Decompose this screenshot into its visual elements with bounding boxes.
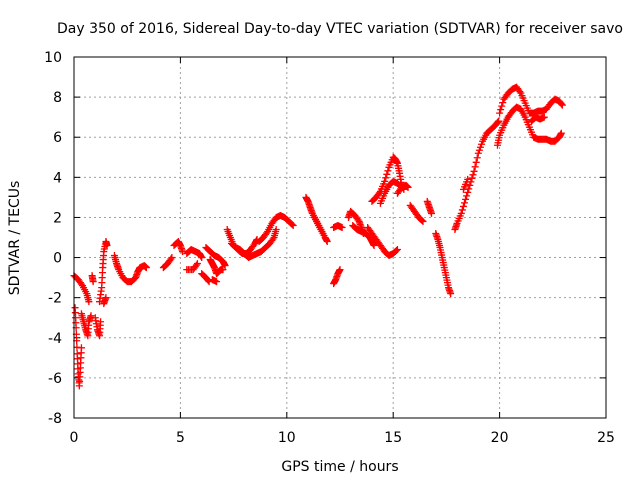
data-point <box>460 199 468 207</box>
data-point <box>288 220 296 228</box>
data-point <box>289 221 297 229</box>
axes: 0 5 10 15 20 25 -8 -6 -4 -2 0 2 4 6 8 10 <box>44 50 615 446</box>
data-point <box>462 195 470 203</box>
data-point <box>468 174 476 182</box>
data-point <box>87 312 95 320</box>
data-point <box>558 100 566 108</box>
data-point <box>447 290 455 298</box>
data-point <box>198 254 206 262</box>
data-point <box>97 318 105 326</box>
data-point <box>475 146 483 154</box>
data-point <box>85 298 93 306</box>
y-tick-label: 10 <box>44 50 62 66</box>
x-tick-label: 5 <box>176 430 185 446</box>
data-point <box>269 235 277 243</box>
data-point <box>516 88 524 96</box>
data-point <box>319 229 327 237</box>
x-tick-label: 25 <box>597 430 615 446</box>
data-point <box>469 171 477 179</box>
data-point <box>474 149 482 157</box>
data-point <box>384 167 392 175</box>
data-point <box>494 118 502 126</box>
y-axis-label: SDTVAR / TECUs <box>7 181 23 296</box>
data-point <box>370 242 378 250</box>
data-point <box>213 278 221 286</box>
data-point <box>418 216 426 224</box>
data-point <box>167 255 175 263</box>
x-tick-label: 20 <box>491 430 509 446</box>
x-tick-label: 15 <box>384 430 402 446</box>
data-points <box>70 83 566 390</box>
data-point <box>323 238 331 246</box>
data-point <box>381 177 389 185</box>
data-point <box>540 113 548 121</box>
data-point <box>193 260 201 268</box>
chart-title: Day 350 of 2016, Sidereal Day-to-day VTE… <box>57 21 623 37</box>
data-point <box>497 106 505 114</box>
data-point <box>470 167 478 175</box>
data-point <box>382 174 390 182</box>
data-point <box>458 206 466 214</box>
data-point <box>102 294 110 302</box>
data-point <box>179 248 187 256</box>
data-point <box>263 229 271 237</box>
data-point <box>495 117 503 125</box>
data-point <box>478 140 486 148</box>
data-point <box>473 154 481 162</box>
data-point <box>463 192 471 200</box>
data-point <box>142 264 150 272</box>
y-tick-label: -2 <box>48 291 62 307</box>
plot-frame <box>73 56 607 419</box>
data-point <box>476 143 484 151</box>
data-point <box>219 266 227 274</box>
data-point <box>393 246 401 254</box>
data-point <box>336 266 344 274</box>
data-point <box>419 217 427 225</box>
data-point <box>557 129 565 137</box>
data-point <box>354 216 362 224</box>
y-tick-label: 8 <box>53 90 62 106</box>
data-point <box>383 170 391 178</box>
grid-layer <box>74 57 606 418</box>
data-point <box>428 209 436 217</box>
data-point <box>404 183 412 191</box>
data-point <box>392 247 400 255</box>
data-point <box>77 344 85 352</box>
y-tick-label: 0 <box>53 251 62 267</box>
x-tick-label: 0 <box>70 430 79 446</box>
data-point <box>272 225 280 233</box>
y-tick-label: -6 <box>48 371 62 387</box>
data-point <box>221 262 229 270</box>
data-point <box>77 280 85 288</box>
data-point <box>192 261 200 269</box>
x-axis-label: GPS time / hours <box>281 459 398 475</box>
y-tick-label: 4 <box>53 170 62 186</box>
data-point <box>472 158 480 166</box>
data-point <box>457 209 465 217</box>
data-point <box>499 99 507 107</box>
data-point <box>464 188 472 196</box>
y-tick-label: -8 <box>48 411 62 427</box>
data-point <box>558 101 566 109</box>
data-point <box>459 202 467 210</box>
data-point <box>471 163 479 171</box>
x-tick-label: 10 <box>278 430 296 446</box>
data-point <box>498 102 506 110</box>
data-point <box>103 242 111 250</box>
data-point <box>466 181 474 189</box>
data-point <box>168 254 176 262</box>
y-tick-label: 2 <box>53 210 62 226</box>
data-point <box>338 223 346 231</box>
data-point <box>496 109 504 117</box>
data-point <box>89 278 97 286</box>
y-tick-label: -4 <box>48 331 62 347</box>
data-point <box>464 175 472 183</box>
y-tick-label: 6 <box>53 130 62 146</box>
